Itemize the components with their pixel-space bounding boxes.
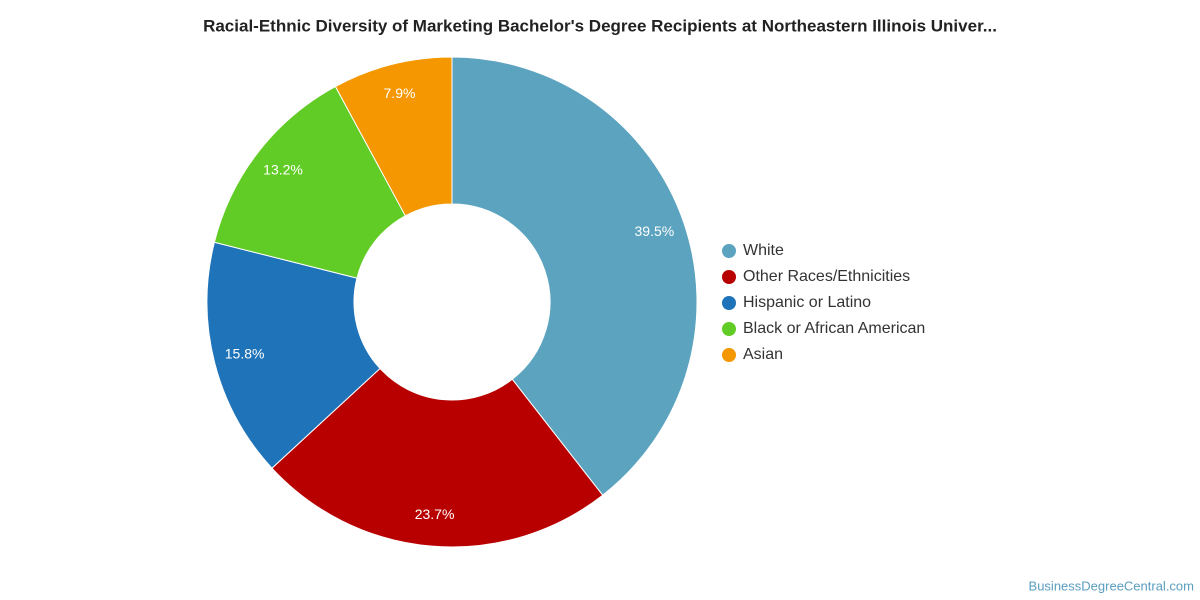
legend-label: White	[743, 242, 784, 259]
value-label: 13.2%	[263, 161, 303, 177]
value-label: 39.5%	[635, 223, 675, 239]
legend-label: Other Races/Ethnicities	[743, 268, 910, 285]
donut-slice	[334, 56, 453, 217]
donut-slice	[206, 241, 381, 469]
value-label: 15.8%	[225, 346, 265, 362]
credit[interactable]: BusinessDegreeCentral.com	[1029, 578, 1194, 593]
legend-marker	[722, 322, 736, 336]
donut-slice	[451, 56, 698, 496]
legend-label: Asian	[743, 346, 783, 363]
legend-marker	[722, 270, 736, 284]
legend-marker	[722, 296, 736, 310]
legend-label: Black or African American	[743, 320, 925, 337]
legend-label: Hispanic or Latino	[743, 294, 871, 311]
value-label: 7.9%	[384, 85, 416, 101]
chart-title: Racial-Ethnic Diversity of Marketing Bac…	[203, 16, 997, 35]
donut-slice	[213, 85, 407, 279]
donut-slice	[271, 367, 604, 548]
legend-marker	[722, 348, 736, 362]
legend-marker	[722, 244, 736, 258]
value-label: 23.7%	[415, 506, 455, 522]
